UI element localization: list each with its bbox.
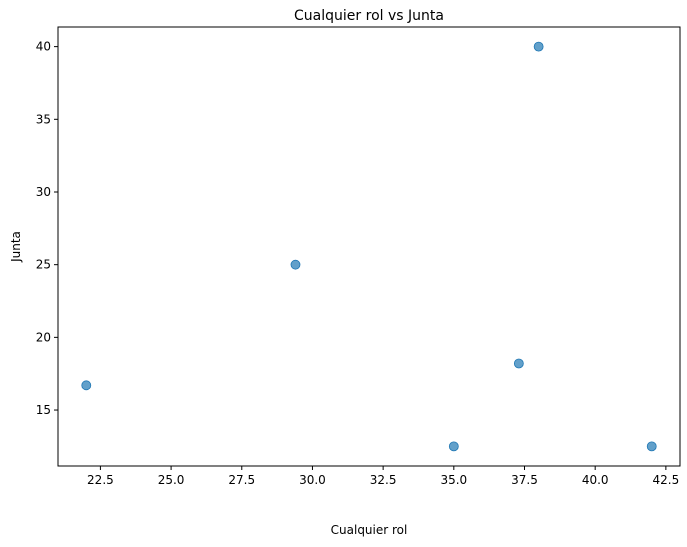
- x-tick-label: 27.5: [228, 473, 255, 487]
- y-tick-label: 15: [36, 403, 51, 417]
- data-points: [81, 41, 657, 452]
- x-tick-label: 42.5: [653, 473, 680, 487]
- x-tick-label: 32.5: [370, 473, 397, 487]
- y-tick-label: 35: [36, 112, 51, 126]
- y-tick-label: 40: [36, 40, 51, 54]
- chart-title: Cualquier rol vs Junta: [294, 8, 444, 24]
- data-point: [533, 41, 544, 52]
- y-axis-ticks: 15 20 25 30 35 40: [36, 40, 58, 417]
- data-point: [290, 259, 301, 270]
- x-tick-label: 25.0: [158, 473, 185, 487]
- y-axis-label: Junta: [9, 231, 23, 263]
- x-tick-label: 40.0: [582, 473, 609, 487]
- data-point: [513, 358, 524, 369]
- x-tick-label: 22.5: [87, 473, 114, 487]
- x-tick-label: 37.5: [511, 473, 538, 487]
- data-point: [81, 380, 92, 391]
- x-tick-label: 30.0: [299, 473, 326, 487]
- data-point: [448, 441, 459, 452]
- y-tick-label: 30: [36, 185, 51, 199]
- x-axis-label: Cualquier rol: [331, 523, 408, 537]
- y-tick-label: 25: [36, 258, 51, 272]
- plot-area-frame: [57, 26, 681, 467]
- y-tick-label: 20: [36, 330, 51, 344]
- x-tick-label: 35.0: [440, 473, 467, 487]
- x-axis-ticks: 22.5 25.0 27.5 30.0 32.5 35.0 37.5 40.0 42.5: [87, 466, 679, 487]
- data-point: [646, 441, 657, 452]
